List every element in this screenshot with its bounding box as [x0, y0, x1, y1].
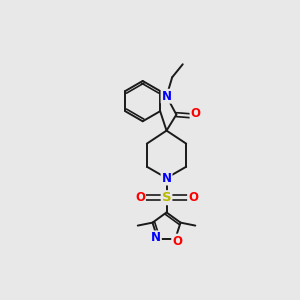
Text: S: S	[162, 191, 171, 204]
Text: O: O	[188, 191, 198, 204]
Text: O: O	[172, 235, 182, 248]
Text: N: N	[161, 172, 172, 184]
Text: N: N	[151, 231, 161, 244]
Text: N: N	[161, 90, 172, 103]
Text: O: O	[190, 107, 200, 120]
Text: O: O	[135, 191, 145, 204]
